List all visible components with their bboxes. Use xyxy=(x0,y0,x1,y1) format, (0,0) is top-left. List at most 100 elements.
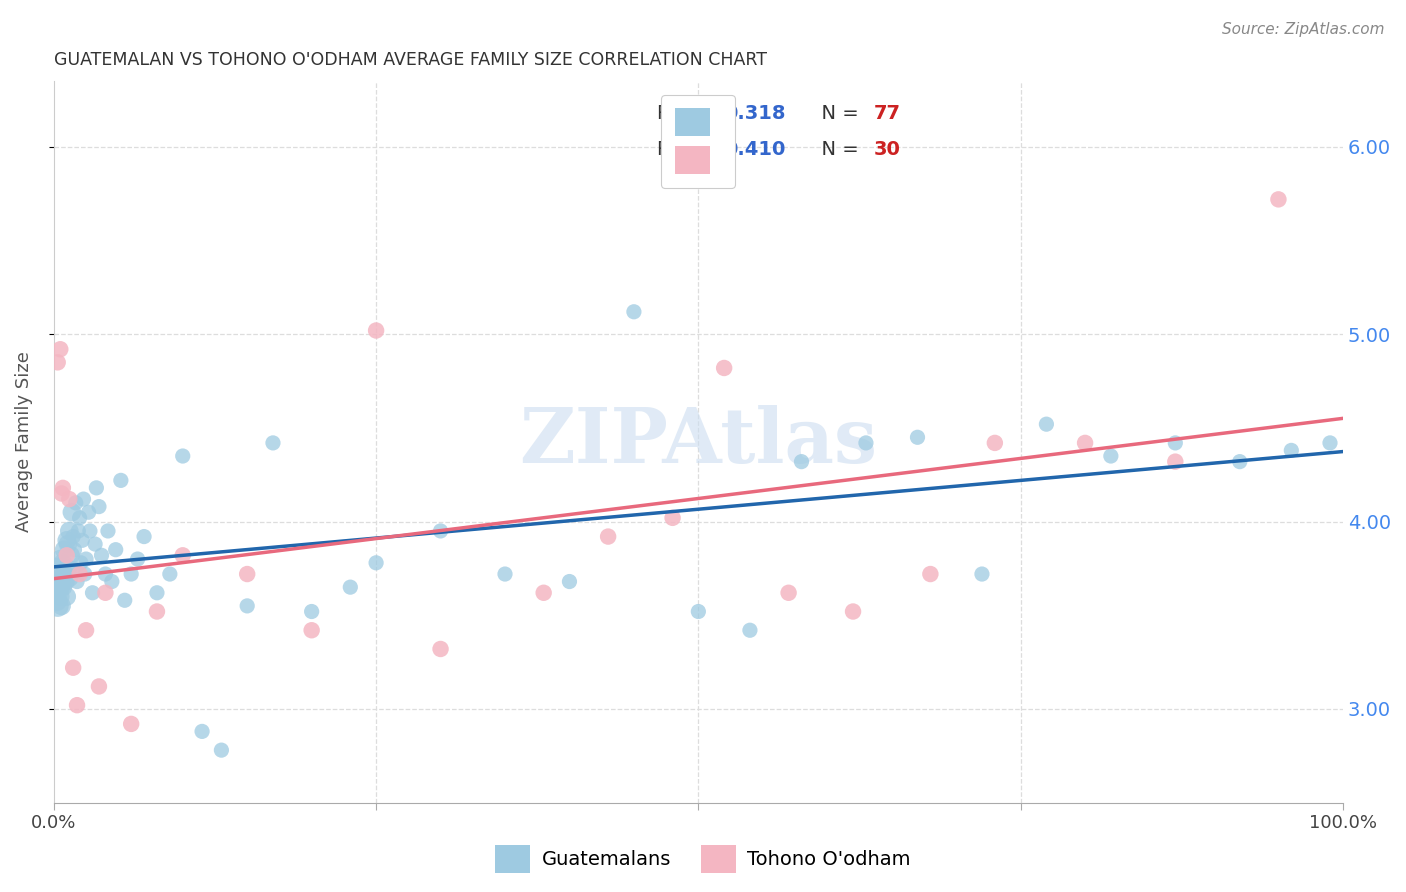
Point xyxy=(90,549,112,563)
Point xyxy=(114,593,136,607)
Point xyxy=(45,593,67,607)
Point xyxy=(364,324,387,338)
Point xyxy=(55,590,77,604)
Point xyxy=(661,511,683,525)
Text: R =: R = xyxy=(657,103,700,122)
Point xyxy=(49,590,72,604)
Point xyxy=(790,455,813,469)
Point xyxy=(59,549,82,563)
Point xyxy=(146,605,169,619)
Point xyxy=(94,586,117,600)
Point xyxy=(58,524,80,538)
Point xyxy=(778,586,800,600)
Point xyxy=(209,743,232,757)
Point xyxy=(53,567,76,582)
Point xyxy=(713,361,735,376)
Point xyxy=(51,486,73,500)
Point xyxy=(70,533,93,548)
Point xyxy=(1164,455,1187,469)
Point xyxy=(51,599,73,613)
Point xyxy=(984,436,1007,450)
Point xyxy=(56,537,79,551)
Point xyxy=(364,556,387,570)
Point xyxy=(339,580,361,594)
Point xyxy=(101,574,124,589)
Point xyxy=(55,549,77,563)
Legend: , : , xyxy=(661,95,735,187)
Point xyxy=(52,556,75,570)
Point xyxy=(97,524,120,538)
Point xyxy=(62,561,84,575)
Point xyxy=(70,556,93,570)
Text: N =: N = xyxy=(810,140,865,159)
Point xyxy=(970,567,993,582)
Text: N =: N = xyxy=(810,103,865,122)
Point xyxy=(1074,436,1097,450)
Point xyxy=(46,355,69,369)
Point xyxy=(56,561,79,575)
Point xyxy=(52,580,75,594)
Point xyxy=(236,599,259,613)
Point xyxy=(82,586,104,600)
Point xyxy=(842,605,865,619)
Point xyxy=(1229,455,1251,469)
Point xyxy=(44,586,66,600)
Point xyxy=(87,500,110,514)
Point xyxy=(46,599,69,613)
Text: 30: 30 xyxy=(873,140,901,159)
Point xyxy=(172,449,194,463)
Point xyxy=(73,567,96,582)
Point xyxy=(84,537,107,551)
Legend: Guatemalans, Tohono O'odham: Guatemalans, Tohono O'odham xyxy=(485,835,921,882)
Point xyxy=(907,430,929,444)
Point xyxy=(49,343,72,357)
Point xyxy=(855,436,877,450)
Point xyxy=(75,552,97,566)
Point xyxy=(172,549,194,563)
Point xyxy=(1099,449,1122,463)
Point xyxy=(301,624,323,638)
Point xyxy=(1279,443,1302,458)
Point xyxy=(69,567,91,582)
Point xyxy=(55,533,77,548)
Point xyxy=(87,680,110,694)
Point xyxy=(1035,417,1057,432)
Point xyxy=(429,524,451,538)
Point xyxy=(1267,193,1289,207)
Point xyxy=(120,717,142,731)
Point xyxy=(738,624,761,638)
Y-axis label: Average Family Size: Average Family Size xyxy=(15,351,32,533)
Point xyxy=(58,571,80,585)
Point xyxy=(77,505,100,519)
Text: 0.318: 0.318 xyxy=(724,103,786,122)
Point xyxy=(920,567,942,582)
Text: R =: R = xyxy=(657,140,700,159)
Point xyxy=(236,567,259,582)
Point xyxy=(104,542,127,557)
Point xyxy=(58,492,80,507)
Point xyxy=(429,642,451,657)
Point xyxy=(127,552,149,566)
Point xyxy=(52,481,75,495)
Point xyxy=(1319,436,1341,450)
Point xyxy=(63,542,86,557)
Point xyxy=(598,530,620,544)
Point xyxy=(67,524,90,538)
Point xyxy=(301,605,323,619)
Point xyxy=(79,524,101,538)
Point xyxy=(69,511,91,525)
Point xyxy=(66,698,89,713)
Point xyxy=(75,624,97,638)
Point xyxy=(62,661,84,675)
Text: Source: ZipAtlas.com: Source: ZipAtlas.com xyxy=(1222,22,1385,37)
Text: 0.410: 0.410 xyxy=(724,140,786,159)
Point xyxy=(262,436,284,450)
Text: GUATEMALAN VS TOHONO O'ODHAM AVERAGE FAMILY SIZE CORRELATION CHART: GUATEMALAN VS TOHONO O'ODHAM AVERAGE FAM… xyxy=(53,51,766,69)
Point xyxy=(46,571,69,585)
Point xyxy=(60,505,83,519)
Point xyxy=(688,605,710,619)
Point xyxy=(55,574,77,589)
Point xyxy=(110,474,132,488)
Point xyxy=(120,567,142,582)
Point xyxy=(191,724,214,739)
